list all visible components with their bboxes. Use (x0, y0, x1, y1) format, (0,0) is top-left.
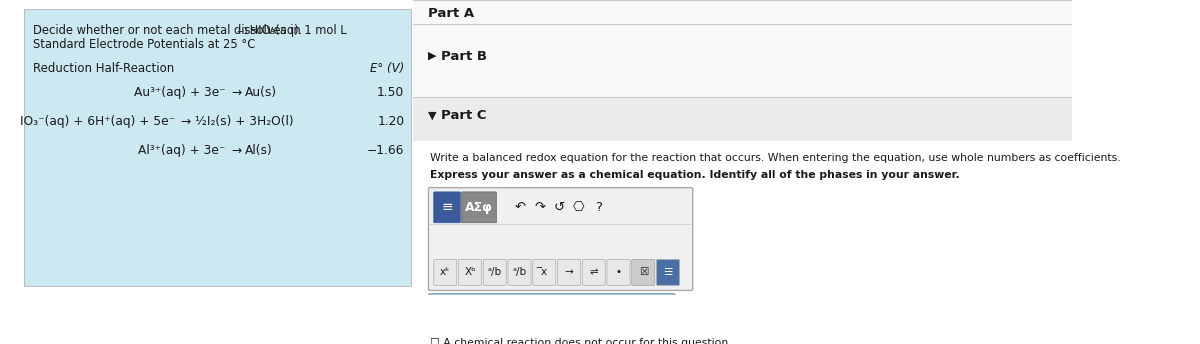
Text: 1.20: 1.20 (377, 115, 404, 128)
Text: Al(s): Al(s) (245, 144, 272, 157)
Text: ̅x: ̅x (541, 267, 547, 278)
Bar (413, 141, 1073, 295)
Text: •: • (616, 267, 622, 278)
FancyBboxPatch shape (607, 260, 630, 285)
Text: HIO₃(aq).: HIO₃(aq). (246, 24, 302, 37)
Text: ⇌: ⇌ (589, 267, 598, 278)
Text: Au³⁺(aq) + 3e⁻: Au³⁺(aq) + 3e⁻ (134, 86, 226, 99)
FancyBboxPatch shape (461, 192, 497, 223)
Text: ☐ A chemical reaction does not occur for this question.: ☐ A chemical reaction does not occur for… (431, 338, 732, 344)
Bar (413, 24, 1073, 97)
FancyBboxPatch shape (656, 260, 679, 285)
Text: Write a balanced redox equation for the reaction that occurs. When entering the : Write a balanced redox equation for the … (431, 153, 1121, 163)
Text: ?: ? (595, 201, 601, 214)
FancyBboxPatch shape (631, 260, 655, 285)
Text: Xᵇ: Xᵇ (464, 267, 476, 278)
Text: −1: −1 (236, 27, 250, 36)
Text: AΣφ: AΣφ (464, 201, 493, 214)
Text: ☒: ☒ (638, 267, 648, 278)
Text: Part C: Part C (440, 109, 486, 122)
Text: →: → (230, 86, 241, 99)
Text: ⎔: ⎔ (572, 201, 584, 214)
Bar (413, 0, 1073, 24)
Text: Standard Electrode Potentials at 25 °C: Standard Electrode Potentials at 25 °C (34, 38, 256, 51)
Text: −1.66: −1.66 (367, 144, 404, 157)
Text: IO₃⁻(aq) + 6H⁺(aq) + 5e⁻: IO₃⁻(aq) + 6H⁺(aq) + 5e⁻ (20, 115, 175, 128)
Text: E° (V): E° (V) (370, 62, 404, 75)
FancyBboxPatch shape (631, 260, 655, 285)
FancyBboxPatch shape (433, 260, 457, 285)
FancyBboxPatch shape (508, 260, 530, 285)
Text: ↷: ↷ (534, 201, 545, 214)
FancyBboxPatch shape (428, 187, 692, 290)
Text: Reduction Half-Reaction: Reduction Half-Reaction (34, 62, 174, 75)
Text: ½I₂(s) + 3H₂O(l): ½I₂(s) + 3H₂O(l) (194, 115, 293, 128)
Text: Decide whether or not each metal dissolves in 1 mol L: Decide whether or not each metal dissolv… (34, 24, 347, 37)
Text: ≡: ≡ (442, 200, 452, 214)
Text: Al³⁺(aq) + 3e⁻: Al³⁺(aq) + 3e⁻ (138, 144, 226, 157)
Text: →: → (181, 115, 191, 128)
Text: Au(s): Au(s) (245, 86, 277, 99)
Text: ▶: ▶ (428, 51, 437, 61)
Text: 1.50: 1.50 (377, 86, 404, 99)
FancyBboxPatch shape (582, 260, 605, 285)
Text: ᵃ/b: ᵃ/b (487, 267, 502, 278)
Bar (24, 9, 412, 286)
Text: Express your answer as a chemical equation. Identify all of the phases in your a: Express your answer as a chemical equati… (431, 171, 960, 181)
Text: ᵃ/b: ᵃ/b (512, 267, 527, 278)
Text: ↶: ↶ (515, 201, 526, 214)
FancyBboxPatch shape (458, 260, 481, 285)
FancyBboxPatch shape (533, 260, 556, 285)
FancyBboxPatch shape (433, 192, 461, 223)
Text: →: → (565, 267, 574, 278)
Text: Part A: Part A (428, 7, 474, 20)
Text: ↺: ↺ (553, 201, 565, 214)
FancyBboxPatch shape (484, 260, 506, 285)
Text: ☰: ☰ (664, 267, 673, 278)
Text: xᵏ: xᵏ (440, 267, 450, 278)
Bar (413, 97, 1073, 141)
FancyBboxPatch shape (558, 260, 581, 285)
Text: ▼: ▼ (428, 111, 437, 121)
Text: →: → (230, 144, 241, 157)
FancyBboxPatch shape (428, 294, 676, 328)
Text: Part B: Part B (440, 50, 487, 63)
